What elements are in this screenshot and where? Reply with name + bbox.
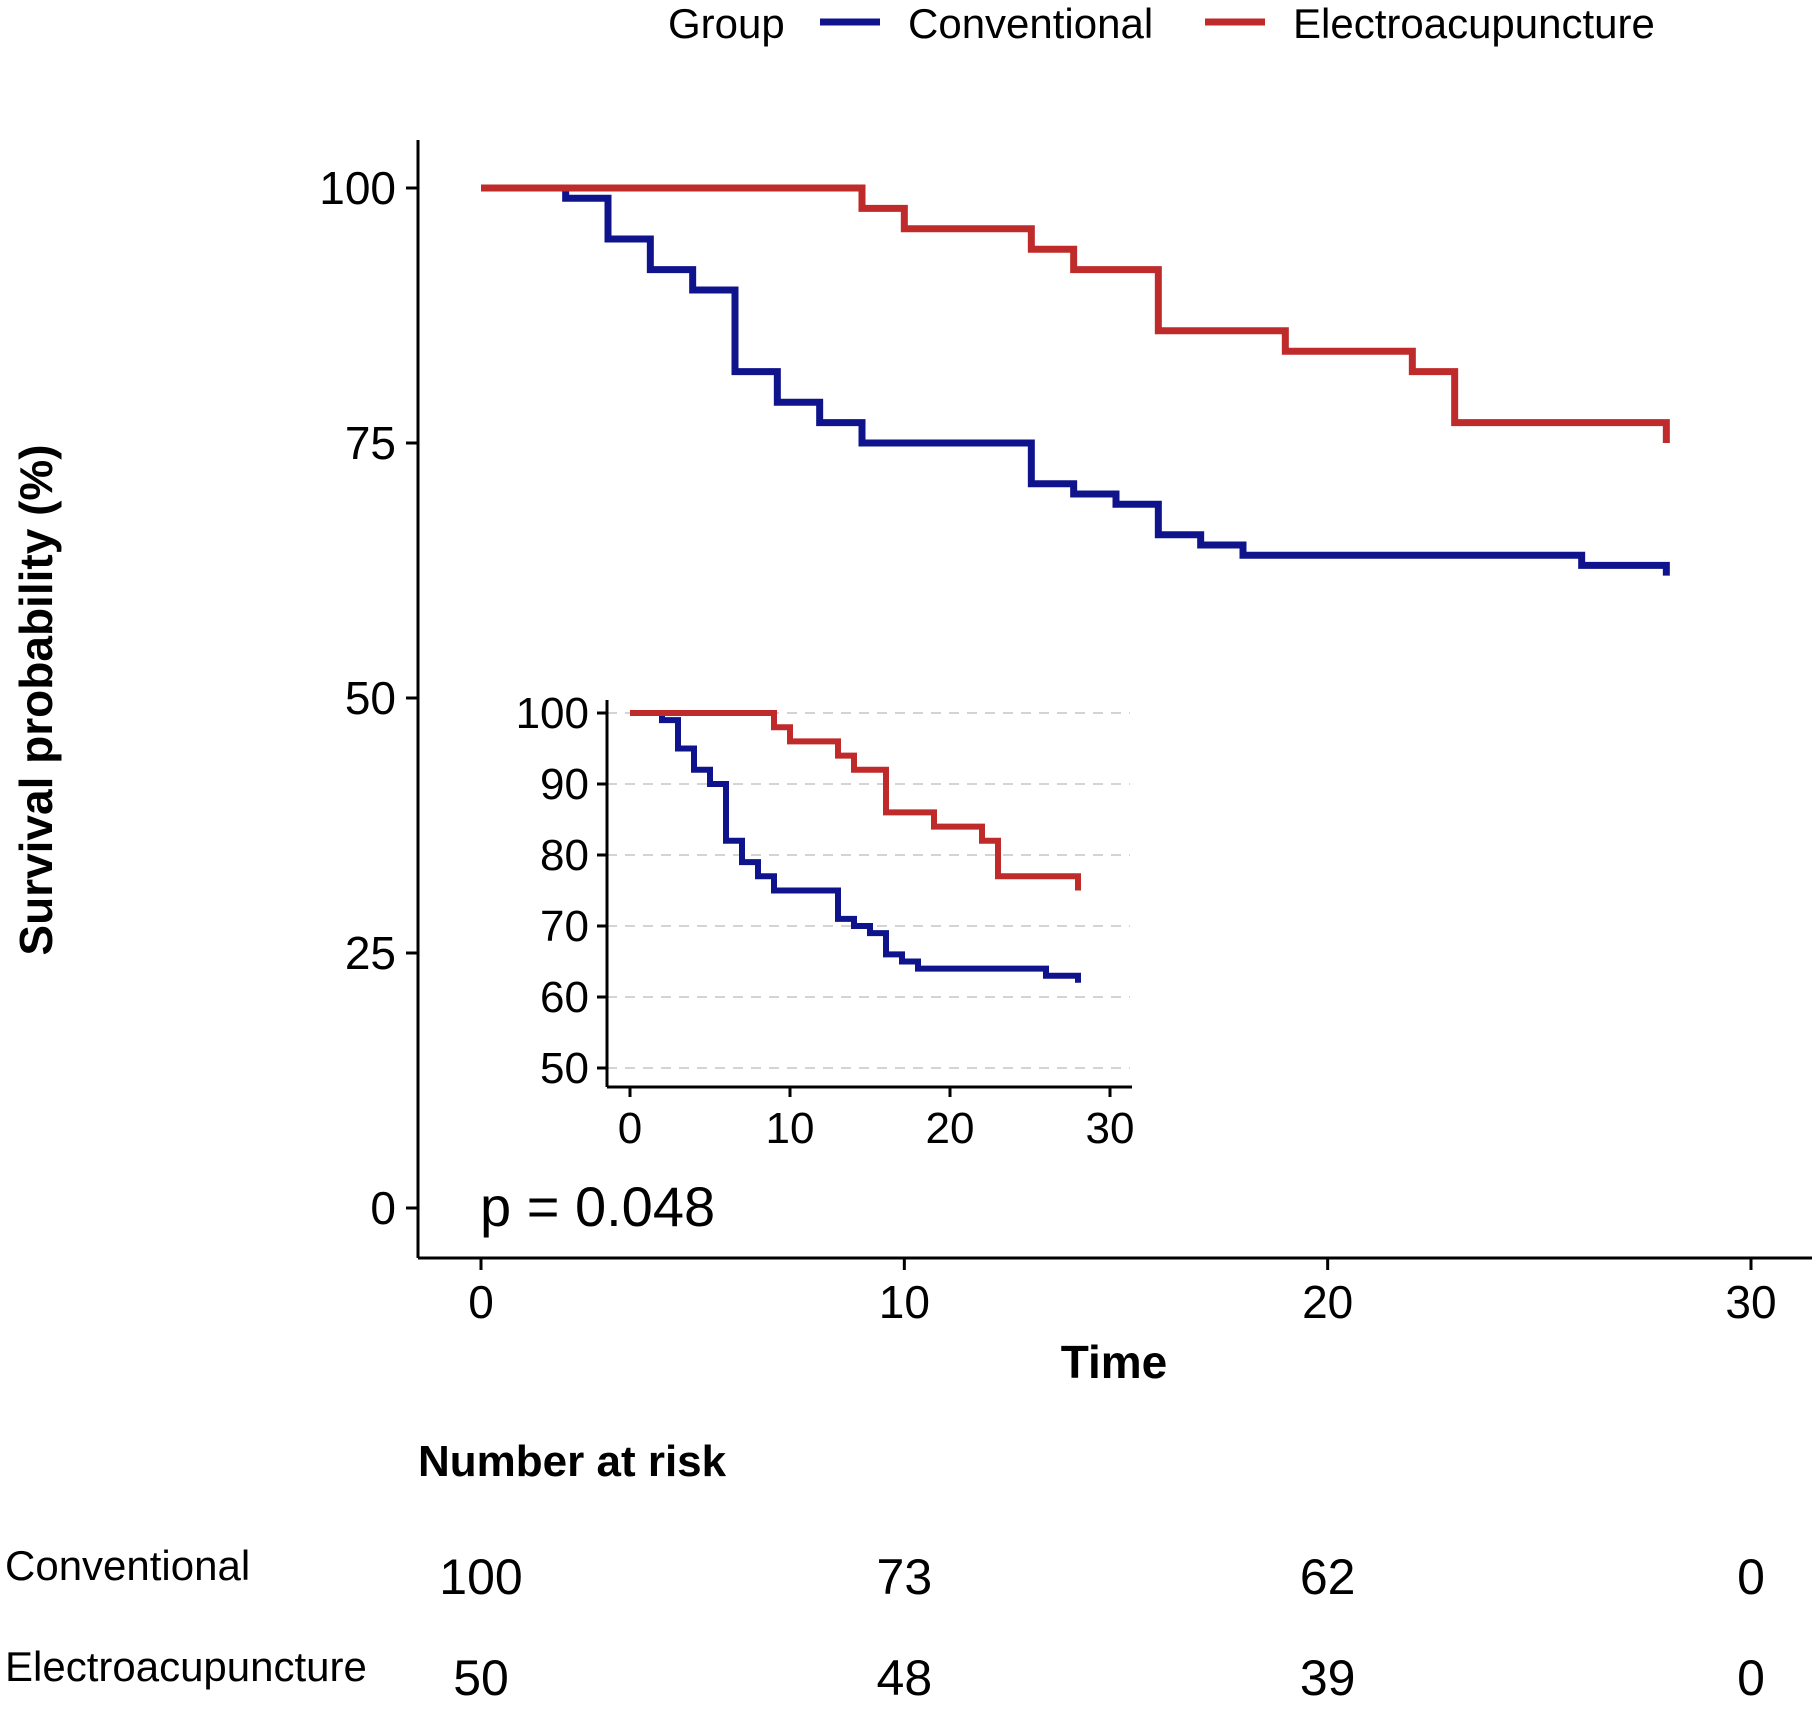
- inset-y-tick-label: 80: [540, 831, 589, 880]
- inset-survival-curve-conventional: [630, 710, 1081, 983]
- legend: Group Conventional Electroacupuncture: [668, 0, 1655, 47]
- x-tick-label: 20: [1302, 1276, 1353, 1328]
- risk-value: 100: [439, 1549, 522, 1605]
- y-tick-label: 100: [319, 162, 396, 214]
- legend-label-conventional: Conventional: [908, 0, 1153, 47]
- y-tick-label: 50: [345, 672, 396, 724]
- x-tick-label: 0: [468, 1276, 494, 1328]
- inset-y-tick-label: 100: [516, 689, 589, 738]
- survival-curve-electroacupuncture: [481, 184, 1670, 443]
- main-series: [481, 184, 1670, 576]
- legend-title: Group: [668, 0, 785, 47]
- inset-axes: 50 60 70 80 90 100 0 10 20 30: [516, 689, 1135, 1153]
- inset-x-tick-label: 30: [1086, 1104, 1135, 1153]
- inset-y-tick-label: 50: [540, 1044, 589, 1093]
- inset-series: [630, 710, 1081, 983]
- inset-y-tick-label: 90: [540, 760, 589, 809]
- y-tick-label: 75: [345, 417, 396, 469]
- y-axis-title: Survival probability (%): [10, 444, 62, 955]
- y-tick-label: 0: [370, 1182, 396, 1234]
- inset-grid: [607, 712, 1130, 1069]
- risk-rows: Conventional 100 73 62 0 Electroacupuncture 50…: [5, 1542, 1765, 1706]
- inset-x-tick-label: 0: [618, 1104, 642, 1153]
- p-value-annotation: p = 0.048: [480, 1175, 715, 1238]
- legend-label-electroacupuncture: Electroacupuncture: [1293, 0, 1655, 47]
- inset-plot: 50 60 70 80 90 100 0 10 20 30: [516, 689, 1135, 1153]
- risk-table-title: Number at risk: [418, 1437, 727, 1486]
- risk-value: 0: [1737, 1650, 1765, 1706]
- inset-survival-curve-electroacupuncture: [630, 710, 1081, 891]
- inset-y-tick-label: 60: [540, 973, 589, 1022]
- risk-value: 39: [1300, 1650, 1356, 1706]
- risk-table: Number at risk Conventional 100 73 62 0 Elect…: [5, 1437, 1765, 1706]
- risk-value: 48: [877, 1650, 933, 1706]
- inset-x-tick-label: 20: [926, 1104, 975, 1153]
- risk-value: 50: [453, 1650, 509, 1706]
- risk-value: 0: [1737, 1549, 1765, 1605]
- y-tick-label: 25: [345, 927, 396, 979]
- x-tick-label: 30: [1725, 1276, 1776, 1328]
- risk-value: 62: [1300, 1549, 1356, 1605]
- inset-y-tick-label: 70: [540, 902, 589, 951]
- inset-x-tick-label: 10: [766, 1104, 815, 1153]
- risk-row-label: Electroacupuncture: [5, 1643, 367, 1690]
- risk-value: 73: [877, 1549, 933, 1605]
- x-axis-title: Time: [1061, 1336, 1168, 1388]
- risk-row-label: Conventional: [5, 1542, 250, 1589]
- survival-curve-conventional: [481, 184, 1670, 576]
- x-tick-label: 10: [879, 1276, 930, 1328]
